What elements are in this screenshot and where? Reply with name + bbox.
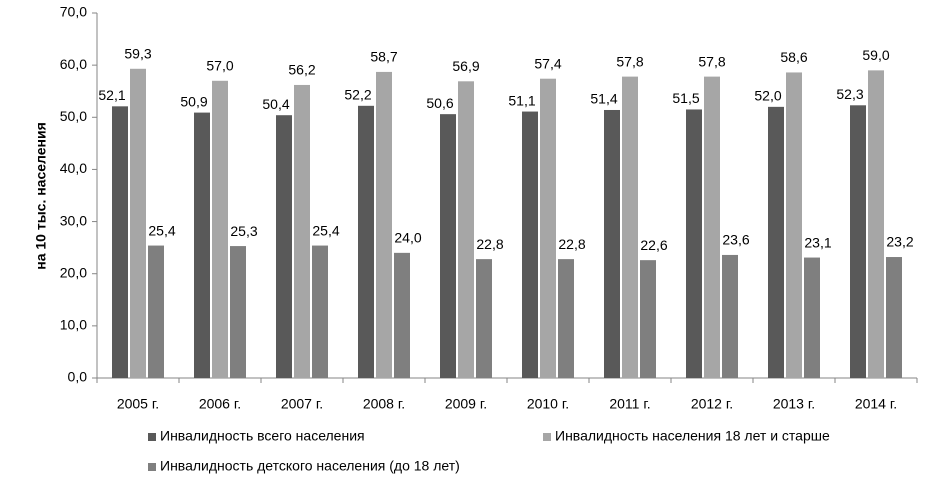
bar [440, 114, 456, 379]
bar [722, 254, 738, 378]
x-tick-label: 2009 г. [445, 396, 487, 412]
data-label: 56,2 [288, 62, 315, 78]
y-tick-label: 60,0 [60, 56, 87, 72]
x-tick-label: 2005 г. [117, 396, 159, 412]
data-label: 50,4 [262, 96, 289, 112]
x-tick-label: 2008 г. [363, 396, 405, 412]
legend-swatch [148, 463, 156, 471]
legend-label: Инвалидность населения 18 лет и старше [555, 428, 830, 444]
data-label: 57,0 [206, 57, 233, 73]
x-tick-label: 2007 г. [281, 396, 323, 412]
data-label: 56,9 [452, 58, 479, 74]
bar [522, 111, 538, 379]
data-label: 23,1 [804, 234, 831, 250]
data-label: 57,8 [616, 53, 643, 69]
bar [230, 246, 246, 378]
data-label: 59,0 [862, 47, 889, 63]
bar [276, 115, 292, 378]
y-tick-label: 70,0 [60, 4, 87, 20]
data-label: 57,4 [534, 55, 561, 71]
y-tick-label: 40,0 [60, 160, 87, 176]
data-label: 22,8 [558, 236, 585, 252]
data-label: 51,5 [672, 90, 699, 106]
data-label: 25,4 [148, 222, 175, 238]
data-label: 25,3 [230, 223, 257, 239]
bar [686, 109, 702, 378]
data-label: 58,7 [370, 49, 397, 65]
x-tick-label: 2014 г. [855, 396, 897, 412]
bar [704, 76, 720, 378]
data-label: 52,1 [98, 87, 125, 103]
data-label: 50,9 [180, 93, 207, 109]
bar [476, 259, 492, 378]
bar [358, 105, 374, 379]
bar [786, 72, 802, 378]
y-tick-label: 10,0 [60, 317, 87, 333]
bar [130, 68, 146, 379]
data-label: 50,6 [426, 95, 453, 111]
data-label: 52,2 [344, 87, 371, 103]
data-label: 58,6 [780, 49, 807, 65]
bar [558, 259, 574, 378]
bar [212, 80, 228, 379]
bar [376, 71, 392, 379]
data-label: 51,4 [590, 91, 617, 107]
data-label: 25,4 [312, 222, 339, 238]
bar [886, 257, 902, 378]
data-label: 22,6 [640, 237, 667, 253]
bar [768, 106, 784, 378]
bar [312, 245, 328, 378]
bar [850, 105, 866, 379]
y-tick-label: 20,0 [60, 264, 87, 280]
legend-swatch [148, 433, 156, 441]
x-tick-label: 2010 г. [527, 396, 569, 412]
data-label: 24,0 [394, 230, 421, 246]
y-tick-label: 50,0 [60, 108, 87, 124]
x-tick-label: 2012 г. [691, 396, 733, 412]
x-tick-label: 2013 г. [773, 396, 815, 412]
y-tick-label: 0,0 [68, 369, 88, 385]
legend-swatch [543, 433, 551, 441]
legend-label: Инвалидность детского населения (до 18 л… [160, 458, 460, 474]
data-label: 59,3 [124, 45, 151, 61]
bar [194, 112, 210, 378]
bar [294, 84, 310, 378]
bar [148, 245, 164, 378]
y-axis-label: на 10 тыс. населения [33, 122, 49, 270]
x-tick-label: 2006 г. [199, 396, 241, 412]
bar [604, 109, 620, 378]
bar [458, 81, 474, 379]
data-label: 52,0 [754, 88, 781, 104]
data-label: 22,8 [476, 236, 503, 252]
bar [640, 260, 656, 378]
bar [394, 252, 410, 378]
legend-label: Инвалидность всего населения [160, 428, 365, 444]
data-label: 23,6 [722, 232, 749, 248]
bar [804, 257, 820, 378]
bar [540, 78, 556, 378]
data-label: 51,1 [508, 92, 535, 108]
bar [112, 106, 128, 378]
bar [868, 70, 884, 378]
data-label: 23,2 [886, 234, 913, 250]
y-tick-label: 30,0 [60, 212, 87, 228]
x-tick-label: 2011 г. [609, 396, 650, 412]
bar [622, 76, 638, 378]
data-label: 57,8 [698, 53, 725, 69]
data-label: 52,3 [836, 86, 863, 102]
